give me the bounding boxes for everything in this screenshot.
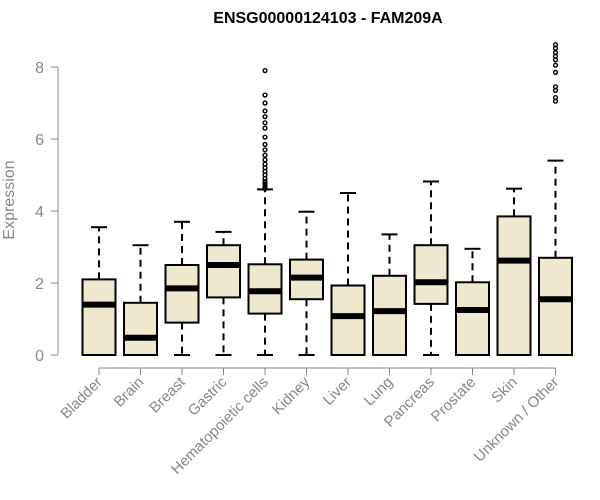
- box-skin: [496, 187, 532, 356]
- box-body-prostate: [455, 281, 490, 356]
- y-tick-label-4: 4: [35, 204, 44, 221]
- box-body-brain: [123, 301, 158, 356]
- box-bladder: [81, 226, 117, 356]
- outlier-hematopoietic-cells-20: [262, 67, 268, 74]
- outlier-hematopoietic-cells-0: [262, 186, 268, 192]
- box-lung: [372, 233, 407, 356]
- box-gastric: [206, 230, 241, 356]
- y-tick-label-8: 8: [35, 60, 44, 77]
- box-body-bladder: [81, 278, 117, 356]
- outlier-unknown-other-3: [552, 84, 559, 90]
- outlier-hematopoietic-cells-13: [262, 134, 268, 140]
- box-body-breast: [164, 264, 200, 324]
- outlier-hematopoietic-cells-14: [262, 125, 268, 131]
- box-liver: [330, 192, 366, 356]
- box-body-unknown-other: [538, 256, 573, 356]
- outlier-unknown-other-1: [552, 94, 559, 101]
- outlier-hematopoietic-cells-11: [262, 147, 268, 153]
- box-prostate: [455, 247, 490, 356]
- outlier-hematopoietic-cells-17: [262, 108, 268, 114]
- outlier-hematopoietic-cells-10: [262, 152, 268, 158]
- box-body-skin: [496, 215, 532, 356]
- box-hematopoietic-cells: [247, 67, 283, 356]
- outlier-hematopoietic-cells-8: [262, 161, 268, 167]
- box-brain: [123, 244, 158, 356]
- box-breast: [164, 220, 200, 356]
- outlier-hematopoietic-cells-2: [262, 181, 268, 187]
- x-tick-label-liver: Liver: [320, 374, 355, 409]
- outlier-hematopoietic-cells-3: [262, 178, 268, 185]
- x-tick-label-breast: Breast: [146, 373, 189, 416]
- x-tick-label-prostate: Prostate: [428, 374, 480, 426]
- boxes-group: [81, 42, 573, 356]
- outlier-hematopoietic-cells-19: [262, 92, 268, 98]
- box-pancreas: [413, 180, 449, 356]
- y-tick-label-0: 0: [35, 348, 44, 365]
- y-tick-label-2: 2: [35, 276, 44, 293]
- outlier-hematopoietic-cells-15: [262, 120, 268, 126]
- box-body-liver: [330, 284, 366, 356]
- outlier-hematopoietic-cells-18: [262, 100, 268, 106]
- outlier-hematopoietic-cells-16: [262, 114, 268, 120]
- outlier-hematopoietic-cells-9: [262, 157, 268, 163]
- box-body-lung: [372, 274, 407, 356]
- box-kidney: [289, 210, 324, 356]
- box-unknown-other: [538, 42, 573, 356]
- x-tick-label-skin: Skin: [488, 374, 521, 407]
- outlier-hematopoietic-cells-1: [262, 183, 268, 190]
- x-tick-label-kidney: Kidney: [269, 373, 314, 418]
- box-body-pancreas: [413, 244, 449, 305]
- outlier-unknown-other-4: [552, 69, 559, 75]
- box-body-gastric: [206, 244, 241, 299]
- x-tick-label-bladder: Bladder: [57, 374, 106, 423]
- x-tick-label-lung: Lung: [361, 374, 397, 410]
- outlier-unknown-other-10: [552, 42, 559, 48]
- outlier-hematopoietic-cells-12: [262, 141, 268, 147]
- outlier-unknown-other-5: [552, 62, 559, 68]
- y-axis-label: Expression: [1, 160, 18, 239]
- chart-title: ENSG00000124103 - FAM209A: [213, 10, 443, 27]
- x-tick-label-brain: Brain: [111, 374, 148, 411]
- outlier-unknown-other-8: [552, 49, 559, 56]
- y-axis: 0 2 4 6 8: [35, 60, 59, 365]
- y-tick-label-6: 6: [35, 132, 44, 149]
